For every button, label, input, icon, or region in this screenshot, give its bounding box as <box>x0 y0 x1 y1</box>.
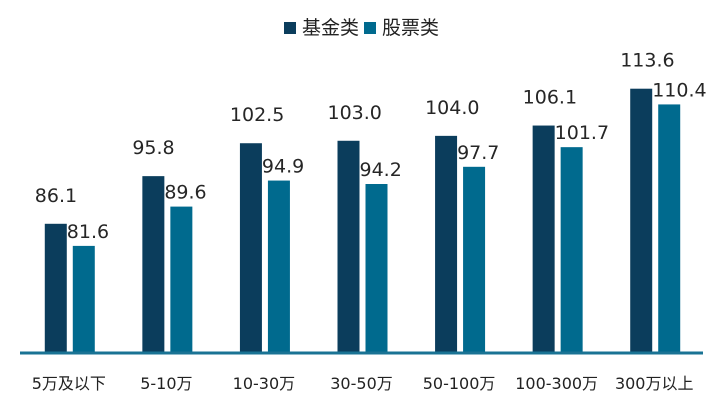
legend-label-1: 基金类 <box>302 17 359 39</box>
x-tick-label-5: 50-100万 <box>423 374 496 393</box>
bar-s1-6 <box>532 125 555 353</box>
bar-s2-2 <box>170 206 193 352</box>
x-tick-labels-group: 5万及以下 5-10万 10-30万 30-50万 50-100万 100-300万 300… <box>32 374 694 393</box>
bar-s1-1 <box>44 223 67 352</box>
value-label-s1-2: 95.8 <box>132 137 174 159</box>
value-label-s1-6: 106.1 <box>523 87 577 109</box>
value-label-s1-5: 104.0 <box>425 97 479 119</box>
value-label-s2-5: 97.7 <box>457 142 499 164</box>
legend-swatch-1 <box>284 22 296 34</box>
legend-swatch-2 <box>364 22 376 34</box>
bars-group <box>44 88 681 353</box>
bar-s2-3 <box>267 180 290 352</box>
value-label-s2-7: 110.4 <box>652 79 706 101</box>
value-label-s1-7: 113.6 <box>620 50 674 72</box>
bar-s2-1 <box>72 245 95 352</box>
bar-s1-2 <box>142 176 165 352</box>
value-label-s2-1: 81.6 <box>67 221 109 243</box>
value-label-s1-1: 86.1 <box>35 185 77 207</box>
x-tick-label-6: 100-300万 <box>515 374 598 393</box>
bar-s1-3 <box>239 143 262 352</box>
bar-s1-5 <box>435 135 458 352</box>
value-label-s2-3: 94.9 <box>262 156 304 178</box>
bar-s2-5 <box>463 166 486 352</box>
x-tick-label-4: 30-50万 <box>330 374 393 393</box>
value-label-s2-4: 94.2 <box>360 159 402 181</box>
bar-s2-4 <box>365 184 388 352</box>
bar-s2-6 <box>560 147 583 352</box>
value-labels-group: 86.1 81.6 95.8 89.6 102.5 94.9 103.0 94.2 104.0 9… <box>35 50 707 243</box>
x-tick-label-3: 10-30万 <box>233 374 296 393</box>
x-tick-label-2: 5-10万 <box>140 374 192 393</box>
bar-s1-7 <box>630 88 653 352</box>
value-label-s2-2: 89.6 <box>164 182 206 204</box>
x-tick-label-1: 5万及以下 <box>32 374 106 393</box>
legend: 基金类 股票类 <box>284 17 439 39</box>
legend-label-2: 股票类 <box>382 17 439 39</box>
x-tick-label-7: 300万以上 <box>615 374 694 393</box>
bar-s1-4 <box>337 140 360 352</box>
bar-s2-7 <box>658 104 681 352</box>
value-label-s1-3: 102.5 <box>230 104 284 126</box>
value-label-s2-6: 101.7 <box>555 122 609 144</box>
value-label-s1-4: 103.0 <box>328 102 382 124</box>
